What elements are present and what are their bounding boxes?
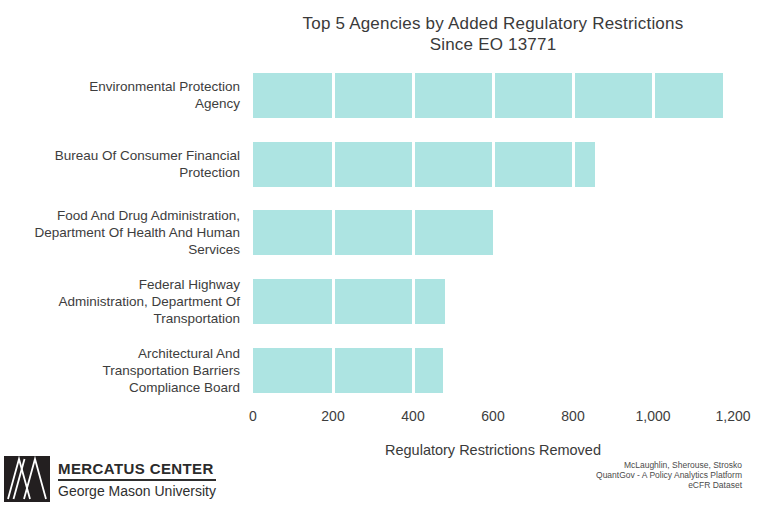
x-tick-label: 0 bbox=[249, 408, 257, 424]
gridline bbox=[492, 142, 495, 187]
x-axis-label: Regulatory Restrictions Removed bbox=[253, 442, 733, 458]
bar-row: Bureau Of Consumer Financial Protection bbox=[0, 130, 768, 199]
bar bbox=[253, 279, 445, 324]
x-tick-label: 600 bbox=[481, 408, 504, 424]
bar bbox=[253, 73, 723, 118]
mercatus-logo-subtitle: George Mason University bbox=[58, 483, 216, 499]
gridline bbox=[332, 348, 335, 393]
gridline bbox=[412, 73, 415, 118]
bar-track bbox=[253, 73, 768, 118]
bar bbox=[253, 210, 493, 255]
gridline bbox=[572, 73, 575, 118]
chart-title-line2: Since EO 13771 bbox=[253, 34, 733, 55]
bar-row: Food And Drug Administration, Department… bbox=[0, 199, 768, 268]
category-label: Environmental Protection Agency bbox=[0, 78, 240, 112]
gridline bbox=[572, 142, 575, 187]
gridline bbox=[652, 73, 655, 118]
x-axis: 02004006008001,0001,200 bbox=[253, 408, 733, 428]
gridline bbox=[412, 279, 415, 324]
category-label: Federal Highway Administration, Departme… bbox=[0, 276, 240, 327]
gridline bbox=[332, 279, 335, 324]
mercatus-logo-text: MERCATUS CENTER George Mason University bbox=[58, 460, 216, 499]
bar bbox=[253, 142, 595, 187]
bar-row: Environmental Protection Agency bbox=[0, 61, 768, 130]
category-label: Food And Drug Administration, Department… bbox=[0, 207, 240, 258]
bar-row: Architectural And Transportation Barrier… bbox=[0, 336, 768, 405]
category-label: Architectural And Transportation Barrier… bbox=[0, 345, 240, 396]
gridline bbox=[412, 142, 415, 187]
chart-title-line1: Top 5 Agencies by Added Regulatory Restr… bbox=[253, 13, 733, 34]
chart-canvas: Top 5 Agencies by Added Regulatory Restr… bbox=[0, 0, 768, 505]
x-tick-label: 1,200 bbox=[715, 408, 750, 424]
x-tick-label: 200 bbox=[321, 408, 344, 424]
bar-track bbox=[253, 210, 768, 255]
gridline bbox=[412, 210, 415, 255]
gridline bbox=[412, 348, 415, 393]
category-label: Bureau Of Consumer Financial Protection bbox=[0, 147, 240, 181]
plot-area: Environmental Protection Agency Bureau Of… bbox=[0, 61, 768, 405]
credit-authors: McLaughlin, Sherouse, Strosko bbox=[596, 460, 742, 470]
credit-platform: QuantGov - A Policy Analytics Platform bbox=[596, 470, 742, 480]
bar-track bbox=[253, 142, 768, 187]
bar bbox=[253, 348, 443, 393]
data-credits: McLaughlin, Sherouse, Strosko QuantGov -… bbox=[596, 460, 742, 490]
mercatus-logo-name: MERCATUS CENTER bbox=[58, 460, 216, 481]
gridline bbox=[332, 142, 335, 187]
credit-dataset: eCFR Dataset bbox=[596, 480, 742, 490]
mercatus-logo-icon bbox=[4, 456, 50, 502]
x-tick-label: 400 bbox=[401, 408, 424, 424]
bar-row: Federal Highway Administration, Departme… bbox=[0, 267, 768, 336]
mercatus-logo: MERCATUS CENTER George Mason University bbox=[4, 456, 216, 502]
chart-title: Top 5 Agencies by Added Regulatory Restr… bbox=[253, 13, 733, 55]
x-tick-label: 1,000 bbox=[635, 408, 670, 424]
bar-track bbox=[253, 279, 768, 324]
gridline bbox=[492, 73, 495, 118]
gridline bbox=[332, 73, 335, 118]
bar-track bbox=[253, 348, 768, 393]
x-tick-label: 800 bbox=[561, 408, 584, 424]
gridline bbox=[332, 210, 335, 255]
